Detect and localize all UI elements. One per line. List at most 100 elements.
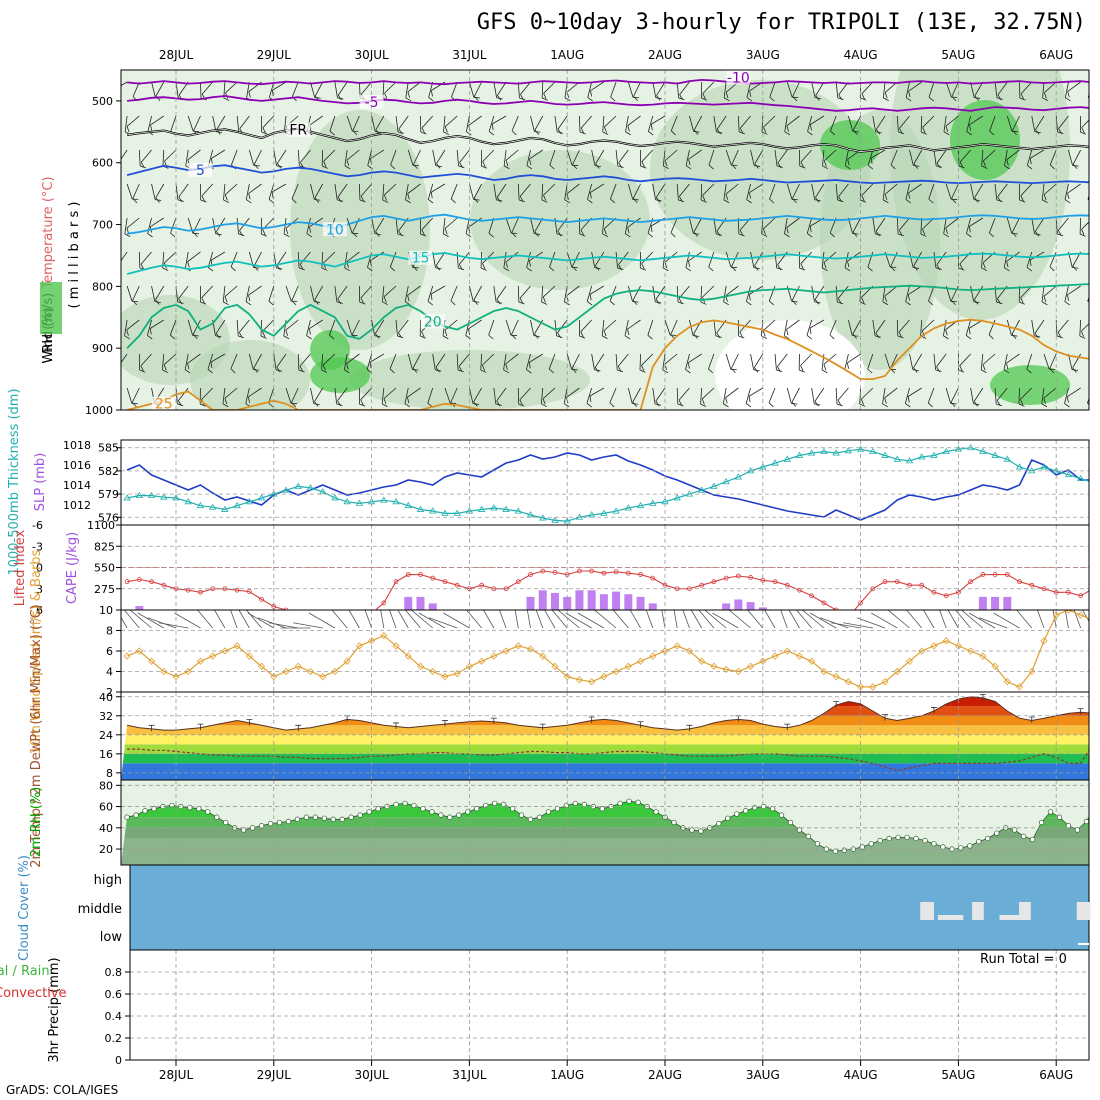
- wind-barb-flag: [557, 230, 562, 237]
- wind-barb: [830, 115, 837, 132]
- wind-barb-flag: [496, 197, 501, 203]
- wind-barb-flag: [248, 193, 251, 200]
- wind-barb: [951, 81, 959, 97]
- wind-barb-flag: [655, 299, 660, 305]
- wind-barb: [207, 251, 214, 268]
- cape-bar: [575, 590, 584, 610]
- isotherm-label: FR: [289, 123, 307, 139]
- wind-barb-flag: [685, 165, 692, 170]
- date-label-top: 5AUG: [941, 48, 975, 62]
- thickness-marker: [208, 503, 217, 510]
- wind-barb-flag: [921, 330, 925, 337]
- wind-speed-marker: [343, 657, 351, 665]
- wind-barb: [1055, 115, 1058, 132]
- li-marker: [515, 579, 521, 585]
- wind-barb: [748, 387, 764, 397]
- wind-speed-marker: [270, 673, 278, 681]
- wind-barb: [1067, 81, 1081, 92]
- wind-barb-flag: [867, 368, 873, 374]
- rh-marker: [447, 814, 453, 820]
- wind-barb-flag: [769, 96, 775, 102]
- wind-barb: [150, 217, 164, 228]
- rh-marker: [240, 827, 247, 833]
- wind-barb: [497, 81, 507, 96]
- wind-barb-flag: [224, 296, 228, 303]
- wind-10m-barb: [1036, 610, 1045, 629]
- wind-barb: [587, 183, 593, 200]
- wind-10m-barb: [158, 622, 189, 629]
- wind-barb-flag: [1006, 261, 1009, 268]
- rh-shade: [290, 110, 430, 350]
- temp-band: [121, 753, 1089, 764]
- wind-barb: [652, 183, 656, 200]
- precip-ytick-label: 0.8: [105, 966, 123, 979]
- thickness-marker: [600, 509, 608, 516]
- wind-barb: [702, 183, 715, 196]
- wind-barb: [314, 183, 324, 199]
- li-marker: [442, 579, 448, 585]
- rh-marker: [492, 800, 498, 807]
- wind-barb-flag: [920, 233, 927, 237]
- wind-barb-flag: [238, 335, 245, 339]
- wind-barb-flag: [884, 295, 888, 302]
- li-marker: [601, 570, 607, 576]
- wind-barb: [352, 319, 360, 335]
- wind-barb-flag: [922, 228, 926, 235]
- wind-barb: [543, 81, 556, 94]
- date-label-top: 1AUG: [550, 48, 584, 62]
- wind-barb-flag: [1043, 92, 1047, 99]
- li-marker: [308, 615, 312, 619]
- wind-speed-marker: [123, 652, 131, 660]
- wind-barb-flag: [769, 198, 775, 204]
- wind-barb-flag: [632, 198, 639, 201]
- wind-barb: [1011, 217, 1020, 233]
- wind-barb: [496, 285, 507, 300]
- wind-barb-flag: [542, 398, 546, 405]
- wind-barb: [815, 183, 825, 198]
- wind-barb-flag: [890, 266, 896, 272]
- wind-barb-flag: [913, 367, 918, 373]
- temp-ytick-label: 40: [99, 691, 113, 704]
- wind-barb-flag: [397, 335, 404, 339]
- wind-barb: [428, 81, 434, 98]
- wind-barb: [908, 285, 922, 296]
- wind-barb-flag: [443, 131, 450, 135]
- wind-barb: [223, 183, 226, 200]
- wind-barb-flag: [792, 96, 798, 102]
- isotherm-label: 10: [326, 222, 344, 238]
- wind-barb: [739, 115, 751, 129]
- wind-barb: [126, 183, 133, 200]
- wind-barb: [664, 149, 678, 161]
- wind-barb-flag: [656, 95, 661, 101]
- wind-10m-barb: [1086, 605, 1100, 628]
- wind-barb: [922, 115, 935, 128]
- wind-barb: [615, 149, 619, 166]
- wind-barb: [896, 115, 899, 132]
- wind-barb-flag: [557, 332, 562, 339]
- wind-barb: [384, 81, 397, 94]
- wind-barb-flag: [786, 329, 789, 336]
- wind-barb-flag: [677, 301, 684, 305]
- wind-barb-flag: [908, 91, 911, 98]
- wind-barb: [1049, 251, 1057, 267]
- wind-barb: [323, 251, 336, 264]
- wind-barb: [435, 251, 446, 266]
- wind-barb-flag: [602, 233, 609, 237]
- wind-10m-barb: [389, 610, 397, 629]
- thickness-marker: [147, 491, 156, 499]
- thickness-marker: [979, 447, 987, 454]
- li-marker: [381, 600, 387, 606]
- li-marker: [136, 577, 142, 582]
- wind-speed-line: [126, 610, 1089, 688]
- wind-barb-flag: [861, 297, 865, 303]
- precip-ytick-label: 0.2: [105, 1032, 123, 1045]
- wind-barb: [201, 387, 213, 400]
- wind-10m-barb: [682, 610, 690, 629]
- wind-speed-marker: [563, 673, 571, 681]
- wind-barb-flag: [678, 399, 683, 406]
- wind-barb: [786, 387, 792, 404]
- wind-10m-barb: [1082, 610, 1089, 623]
- wind-barb-flag: [126, 126, 130, 133]
- wind-barb: [526, 149, 531, 166]
- date-label-bottom: 30JUL: [354, 1068, 389, 1082]
